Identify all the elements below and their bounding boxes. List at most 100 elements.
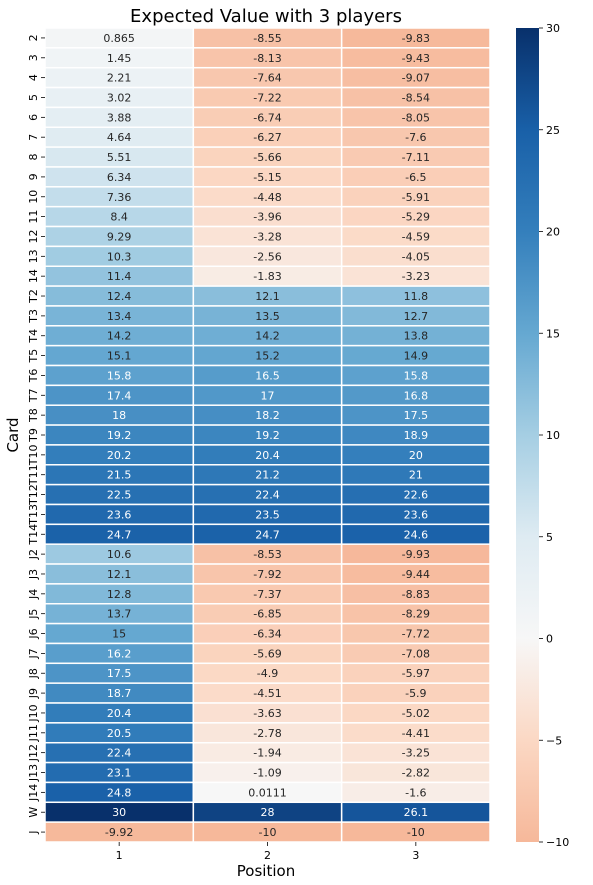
- y-tick-label: J5: [27, 609, 40, 620]
- y-tick-label: T7: [27, 388, 40, 403]
- cell-value-label: 18: [112, 409, 126, 422]
- y-tick-label: 3: [27, 54, 40, 61]
- cell-value-label: 15.8: [404, 369, 429, 382]
- cell-value-label: 1.45: [107, 52, 132, 65]
- y-tick-label: J14: [27, 784, 40, 802]
- cell-value-label: -7.64: [253, 72, 281, 85]
- cell-value-label: 17.5: [107, 667, 132, 680]
- y-tick-label: J7: [27, 648, 40, 659]
- cell-value-label: -1.94: [253, 747, 281, 760]
- y-tick-label: 14: [27, 269, 40, 283]
- cell-value-label: 14.2: [255, 330, 280, 343]
- y-tick-label: J12: [27, 744, 40, 762]
- cell-value-label: -3.63: [253, 707, 281, 720]
- cell-value-label: -4.59: [402, 230, 430, 243]
- cell-value-label: -4.05: [402, 250, 430, 263]
- cell-value-label: -4.51: [253, 687, 281, 700]
- cell-value-label: -7.22: [253, 91, 281, 104]
- cell-value-label: 16.2: [107, 647, 132, 660]
- cell-value-label: 22.4: [107, 747, 132, 760]
- y-axis-label: Card: [4, 417, 22, 452]
- cell-value-label: -7.6: [405, 131, 426, 144]
- y-tick-label: J11: [27, 724, 40, 742]
- cell-value-label: -3.28: [253, 230, 281, 243]
- cell-value-label: 20.2: [107, 449, 132, 462]
- cell-value-label: 26.1: [404, 806, 429, 819]
- y-tick-label: J6: [27, 628, 40, 639]
- cell-value-label: -6.74: [253, 111, 281, 124]
- x-tick-label: 3: [412, 849, 419, 862]
- y-tick-label: T5: [27, 349, 40, 364]
- y-tick-label: T14: [27, 524, 40, 546]
- cell-value-label: -9.07: [402, 72, 430, 85]
- cell-value-label: -1.83: [253, 270, 281, 283]
- cell-value-label: -5.66: [253, 151, 281, 164]
- colorbar-tick-label: 25: [546, 124, 560, 137]
- cell-value-label: 13.4: [107, 310, 132, 323]
- cell-value-label: 24.8: [107, 786, 132, 799]
- chart-title: Expected Value with 3 players: [130, 6, 402, 27]
- y-tick-label: J: [27, 830, 40, 834]
- cell-value-label: -8.54: [402, 91, 430, 104]
- y-tick-label: J8: [27, 668, 40, 679]
- x-tick-labels: 1 2 3: [116, 842, 419, 862]
- y-tick-label: 5: [27, 94, 40, 101]
- cell-value-label: 17.5: [404, 409, 429, 422]
- cell-value-label: 2.21: [107, 72, 132, 85]
- cell-value-label: 3.02: [107, 91, 132, 104]
- cell-value-label: 16.8: [404, 389, 429, 402]
- y-tick-label: T11: [27, 464, 40, 486]
- cell-value-label: 20.4: [107, 707, 132, 720]
- cell-value-label: 21: [409, 469, 423, 482]
- y-tick-label: W: [27, 807, 40, 818]
- cell-value-label: 20.5: [107, 727, 132, 740]
- cell-value-label: 22.4: [255, 489, 280, 502]
- cell-value-label: -5.29: [402, 211, 430, 224]
- y-tick-label: 7: [27, 134, 40, 141]
- y-tick-label: J2: [27, 549, 40, 560]
- cell-value-label: -9.44: [402, 568, 430, 581]
- cell-value-label: -10: [407, 826, 425, 839]
- x-axis-label: Position: [237, 862, 295, 880]
- cell-value-label: -10: [259, 826, 277, 839]
- cell-value-label: -2.56: [253, 250, 281, 263]
- cell-value-label: 17: [261, 389, 275, 402]
- y-tick-label: 6: [27, 114, 40, 121]
- cell-value-label: 23.6: [107, 508, 132, 521]
- cell-value-label: -1.09: [253, 767, 281, 780]
- cell-value-label: -6.34: [253, 628, 281, 641]
- cell-value-label: -5.69: [253, 647, 281, 660]
- cell-value-label: -3.25: [402, 747, 430, 760]
- cell-value-label: -9.43: [402, 52, 430, 65]
- cell-value-label: 23.6: [404, 508, 429, 521]
- cell-value-label: 0.0111: [248, 786, 287, 799]
- y-tick-label: 9: [27, 173, 40, 180]
- cell-value-label: 18.7: [107, 687, 132, 700]
- y-tick-label: J10: [27, 704, 40, 722]
- cell-value-label: 4.64: [107, 131, 132, 144]
- cell-value-label: 15.2: [255, 350, 280, 363]
- y-tick-label: 2: [27, 34, 40, 41]
- cell-value-label: 15.8: [107, 369, 132, 382]
- colorbar-tick-label: 0: [546, 633, 553, 646]
- y-tick-label: T2: [27, 289, 40, 304]
- cell-value-label: -5.91: [402, 191, 430, 204]
- cell-value-label: -6.27: [253, 131, 281, 144]
- cell-value-label: 24.6: [404, 528, 429, 541]
- cell-value-label: 6.34: [107, 171, 132, 184]
- cell-value-label: -2.78: [253, 727, 281, 740]
- cell-value-label: 15.1: [107, 350, 132, 363]
- cell-value-label: -7.72: [402, 628, 430, 641]
- cell-value-label: 18.9: [404, 429, 429, 442]
- colorbar-tick-label: 20: [546, 226, 560, 239]
- colorbar-tick-label: −10: [546, 836, 569, 849]
- colorbar: −10 −5 0 5 10 15 20 25 30: [516, 22, 569, 849]
- cell-value-label: -4.41: [402, 727, 430, 740]
- cell-value-label: -6.85: [253, 608, 281, 621]
- cell-value-label: 16.5: [255, 369, 280, 382]
- cell-value-label: 12.7: [404, 310, 429, 323]
- colorbar-gradient: [516, 28, 539, 842]
- cell-value-label: 28: [261, 806, 275, 819]
- y-tick-label: T10: [27, 444, 40, 466]
